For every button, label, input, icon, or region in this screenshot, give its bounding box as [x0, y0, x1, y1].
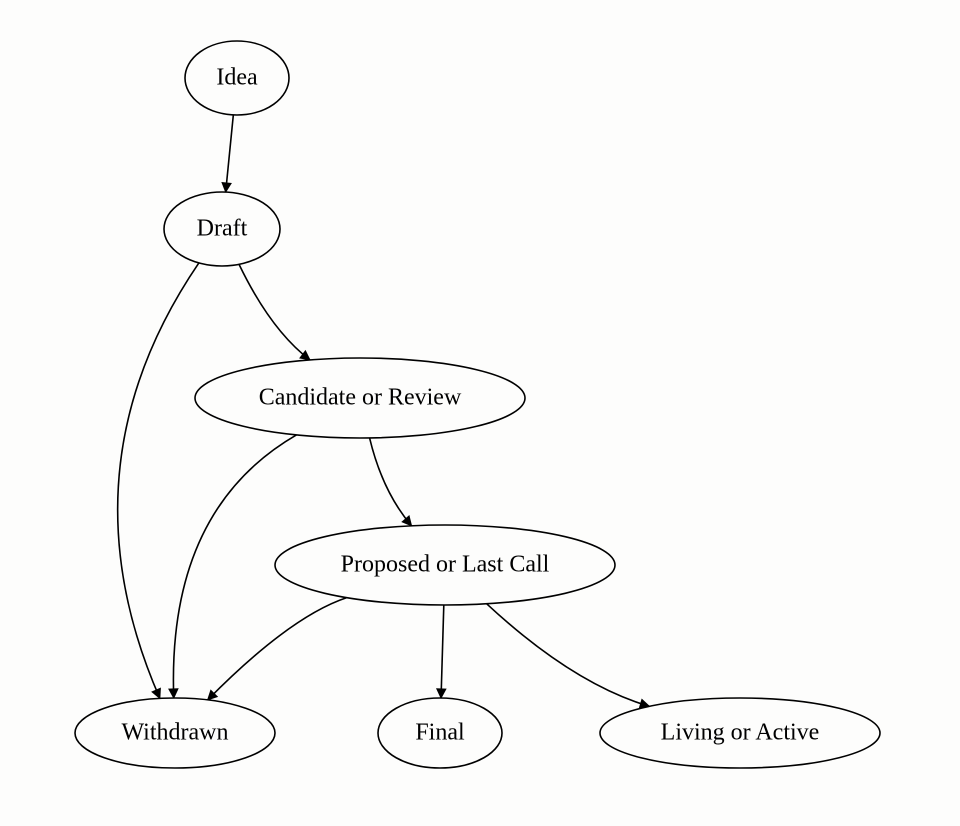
edge-proposed-withdrawn [208, 598, 347, 700]
node-proposed-label: Proposed or Last Call [341, 552, 550, 578]
edge-proposed-living [487, 604, 650, 707]
flowchart-canvas: Idea Draft Candidate or Review Proposed or … [0, 0, 960, 826]
node-final: Final [378, 698, 502, 768]
node-idea: Idea [185, 41, 289, 115]
nodes-layer: Idea Draft Candidate or Review Proposed or … [75, 41, 880, 768]
node-idea-label: Idea [216, 65, 258, 91]
node-proposed: Proposed or Last Call [275, 525, 615, 605]
node-withdrawn: Withdrawn [75, 698, 275, 768]
edge-proposed-final [441, 605, 444, 698]
node-candidate: Candidate or Review [195, 358, 525, 438]
edge-idea-draft [226, 115, 234, 192]
node-candidate-label: Candidate or Review [259, 385, 462, 411]
edge-draft-withdrawn [118, 263, 199, 698]
edge-draft-candidate [239, 264, 310, 360]
edge-candidate-proposed [370, 438, 412, 526]
node-draft: Draft [164, 192, 280, 266]
node-draft-label: Draft [197, 216, 248, 242]
node-living-label: Living or Active [661, 720, 820, 746]
node-final-label: Final [415, 720, 465, 746]
node-withdrawn-label: Withdrawn [121, 720, 228, 746]
node-living: Living or Active [600, 698, 880, 768]
